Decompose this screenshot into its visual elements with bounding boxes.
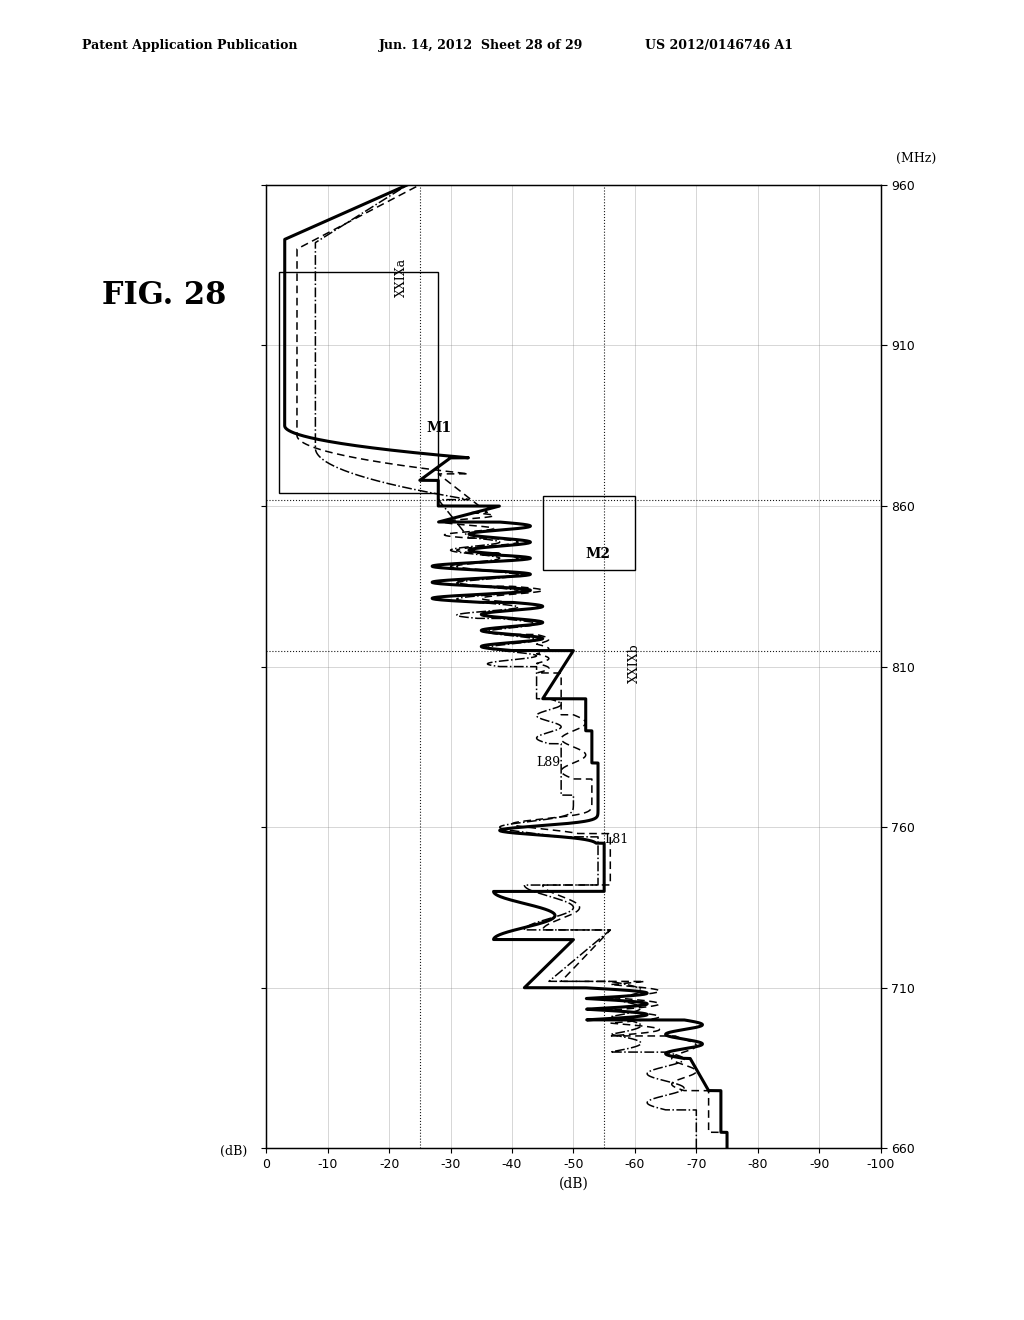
- Text: XXIXb: XXIXb: [629, 643, 641, 682]
- Text: Patent Application Publication: Patent Application Publication: [82, 38, 297, 51]
- Bar: [279, 272, 438, 494]
- Bar: [543, 496, 635, 570]
- Text: M2: M2: [586, 546, 610, 561]
- X-axis label: (dB): (dB): [558, 1176, 589, 1191]
- Text: L81: L81: [604, 833, 629, 846]
- Text: (MHz): (MHz): [896, 152, 936, 165]
- Text: L89: L89: [537, 756, 561, 770]
- Text: Jun. 14, 2012  Sheet 28 of 29: Jun. 14, 2012 Sheet 28 of 29: [379, 38, 584, 51]
- Text: US 2012/0146746 A1: US 2012/0146746 A1: [645, 38, 794, 51]
- Text: FIG. 28: FIG. 28: [102, 280, 226, 310]
- Text: M1: M1: [426, 421, 452, 436]
- Text: (dB): (dB): [220, 1144, 248, 1158]
- Text: XXIXa: XXIXa: [395, 259, 408, 297]
